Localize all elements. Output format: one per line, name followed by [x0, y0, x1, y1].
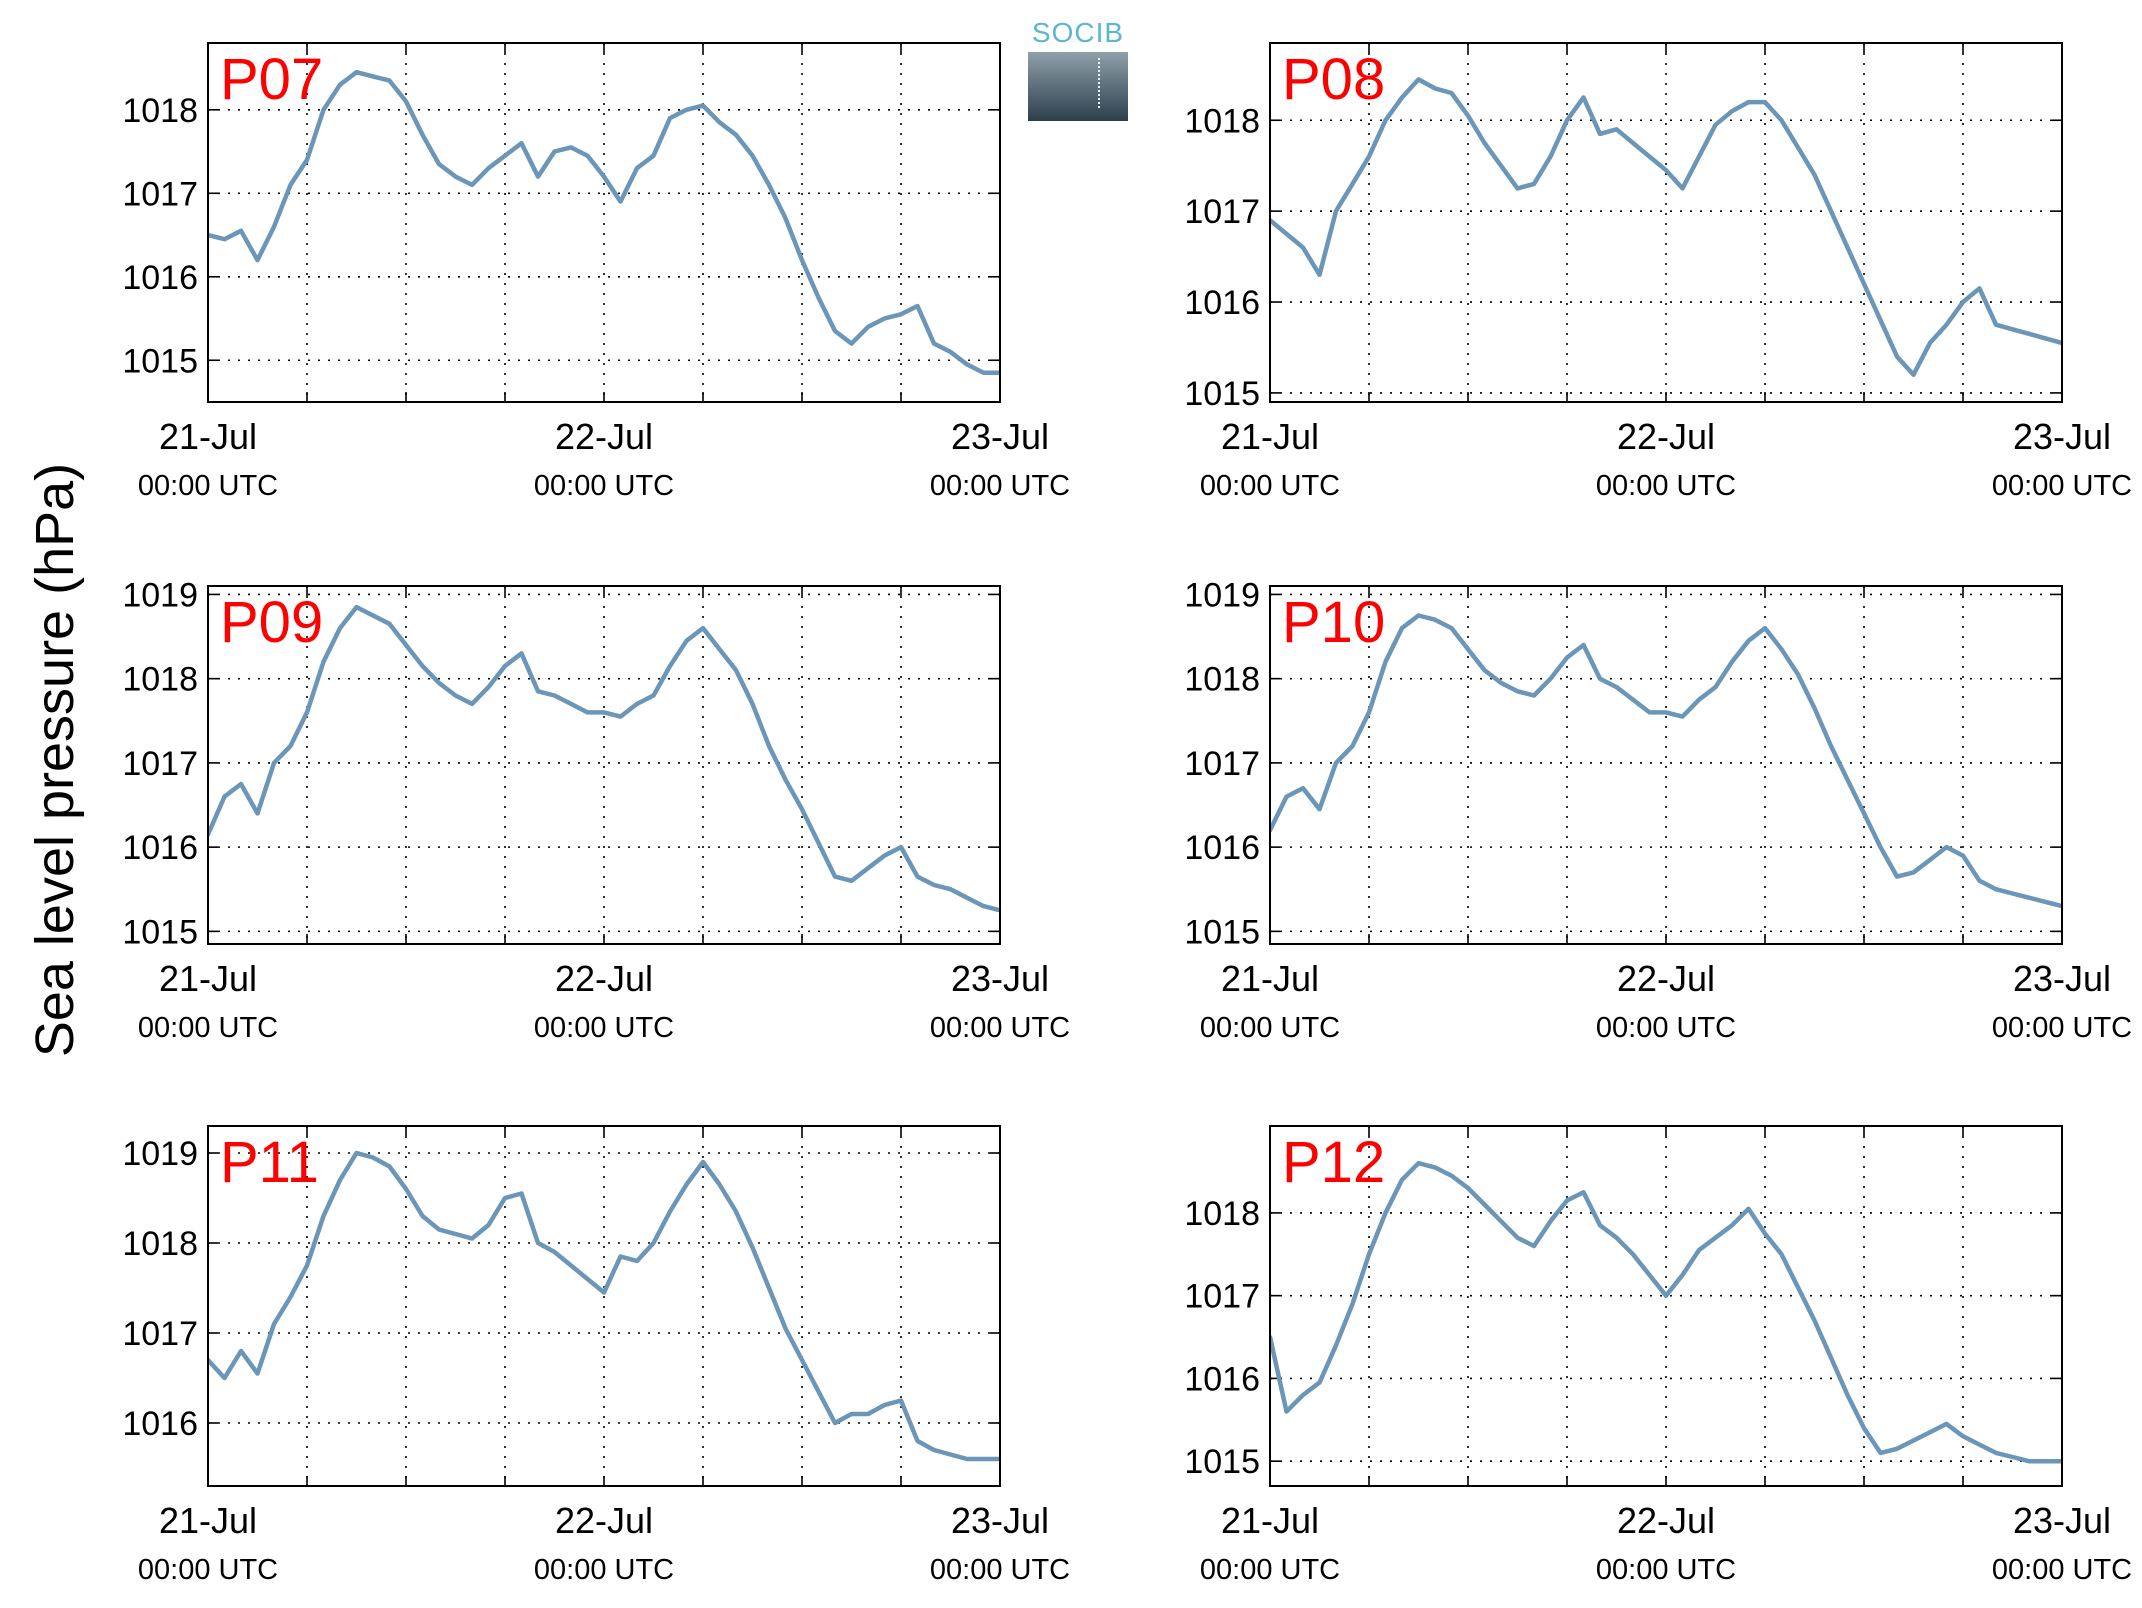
station-label: P07 [220, 47, 323, 112]
y-tick-label: 1015 [122, 913, 198, 951]
x-tick-label-time: 00:00 UTC [1200, 1554, 1340, 1586]
x-tick-label-date: 23-Jul [2013, 1500, 2111, 1541]
y-tick-label: 1016 [122, 829, 198, 867]
y-tick-label: 1016 [1184, 829, 1260, 867]
logo-text: SOCIB [1031, 17, 1125, 48]
series-line-p07 [208, 69, 1000, 376]
x-tick-label-date: 21-Jul [1221, 416, 1319, 457]
x-tick-label-time: 00:00 UTC [1596, 1012, 1736, 1044]
series-line-p11 [208, 1150, 1000, 1462]
x-tick-label-time: 00:00 UTC [1596, 470, 1736, 502]
y-tick-label: 1018 [1184, 1195, 1260, 1233]
x-tick-label-time: 00:00 UTC [534, 1554, 674, 1586]
plot-frame [1269, 1125, 2063, 1487]
series-line-p09 [208, 604, 1000, 913]
x-tick-label-time: 00:00 UTC [930, 470, 1070, 502]
plot-frame [207, 585, 1001, 945]
logo-dash [1098, 58, 1100, 108]
x-tick-label-date: 22-Jul [555, 416, 653, 457]
x-tick-label-date: 21-Jul [159, 416, 257, 457]
x-tick-label-date: 22-Jul [555, 1500, 653, 1541]
x-tick-label-time: 00:00 UTC [1596, 1554, 1736, 1586]
y-tick-label: 1017 [122, 175, 198, 213]
x-tick-label-time: 00:00 UTC [534, 470, 674, 502]
x-tick-label-time: 00:00 UTC [1992, 1554, 2132, 1586]
x-tick-label-date: 23-Jul [2013, 958, 2111, 999]
plot-frame [1269, 42, 2063, 403]
x-tick-label-time: 00:00 UTC [138, 470, 278, 502]
x-tick-label-date: 22-Jul [555, 958, 653, 999]
y-tick-label: 1018 [1184, 102, 1260, 140]
station-label: P12 [1282, 1130, 1385, 1195]
station-label: P11 [220, 1130, 319, 1195]
y-tick-label: 1017 [1184, 1278, 1260, 1316]
y-tick-label: 1018 [122, 92, 198, 130]
chart-panel-p10: 1015 1016 1017 1018 1019 21-Jul 00:00 UTC 22-Ju… [1184, 576, 2132, 1044]
station-label: P10 [1282, 590, 1385, 655]
x-tick-label-date: 21-Jul [159, 1500, 257, 1541]
logo-block [1028, 52, 1128, 121]
y-tick-label: 1015 [122, 342, 198, 380]
y-tick-label: 1018 [1184, 661, 1260, 699]
x-tick-label-date: 23-Jul [2013, 416, 2111, 457]
x-tick-label-date: 22-Jul [1617, 416, 1715, 457]
x-tick-label-time: 00:00 UTC [1200, 470, 1340, 502]
y-tick-label: 1017 [122, 745, 198, 783]
x-tick-label-time: 00:00 UTC [534, 1012, 674, 1044]
x-tick-label-date: 23-Jul [951, 1500, 1049, 1541]
y-tick-label: 1016 [1184, 284, 1260, 322]
series-line-p12 [1270, 1160, 2062, 1464]
y-tick-label: 1015 [1184, 375, 1260, 413]
x-tick-label-time: 00:00 UTC [1200, 1012, 1340, 1044]
plot-frame [207, 42, 1001, 403]
x-tick-label-date: 21-Jul [159, 958, 257, 999]
x-tick-label-date: 23-Jul [951, 416, 1049, 457]
x-tick-label-date: 23-Jul [951, 958, 1049, 999]
x-tick-label-time: 00:00 UTC [1992, 470, 2132, 502]
y-tick-label: 1017 [1184, 193, 1260, 231]
station-label: P08 [1282, 47, 1385, 112]
chart-panel-p09: 1015 1016 1017 1018 1019 21-Jul 00:00 UTC 22-Ju… [122, 576, 1070, 1044]
x-tick-label-date: 22-Jul [1617, 958, 1715, 999]
y-tick-label: 1016 [122, 259, 198, 297]
chart-panel-p11: 1016 1017 1018 1019 21-Jul 00:00 UTC 22-Jul 00:… [122, 1125, 1070, 1586]
x-tick-label-time: 00:00 UTC [930, 1012, 1070, 1044]
x-tick-label-date: 22-Jul [1617, 1500, 1715, 1541]
x-tick-label-time: 00:00 UTC [138, 1554, 278, 1586]
x-tick-label-time: 00:00 UTC [138, 1012, 278, 1044]
y-tick-label: 1018 [122, 661, 198, 699]
y-tick-label: 1019 [1184, 576, 1260, 614]
plot-frame [1269, 585, 2063, 945]
chart-panel-p08: 1015 1016 1017 1018 21-Jul 00:00 UTC 22-Jul 00:… [1184, 42, 2132, 502]
plot-frame [207, 1125, 1001, 1487]
chart-panel-p12: 1015 1016 1017 1018 21-Jul 00:00 UTC 22-Jul 00:… [1184, 1125, 2132, 1586]
y-tick-label: 1016 [122, 1405, 198, 1443]
y-tick-label: 1015 [1184, 1443, 1260, 1481]
y-tick-label: 1019 [122, 576, 198, 614]
socib-logo: SOCIB [1028, 18, 1128, 121]
y-tick-label: 1019 [122, 1135, 198, 1173]
series-line-p08 [1270, 77, 2062, 377]
chart-panel-p07: 1015 1016 1017 1018 21-Jul 00:00 UTC 22-Jul 00:… [122, 42, 1070, 502]
x-tick-label-date: 21-Jul [1221, 1500, 1319, 1541]
y-tick-label: 1017 [1184, 745, 1260, 783]
series-line-p10 [1270, 613, 2062, 909]
x-tick-label-time: 00:00 UTC [930, 1554, 1070, 1586]
station-label: P09 [220, 590, 323, 655]
y-tick-label: 1016 [1184, 1360, 1260, 1398]
y-tick-label: 1015 [1184, 913, 1260, 951]
x-tick-label-time: 00:00 UTC [1992, 1012, 2132, 1044]
x-tick-label-date: 21-Jul [1221, 958, 1319, 999]
y-tick-label: 1017 [122, 1315, 198, 1353]
y-tick-label: 1018 [122, 1225, 198, 1263]
